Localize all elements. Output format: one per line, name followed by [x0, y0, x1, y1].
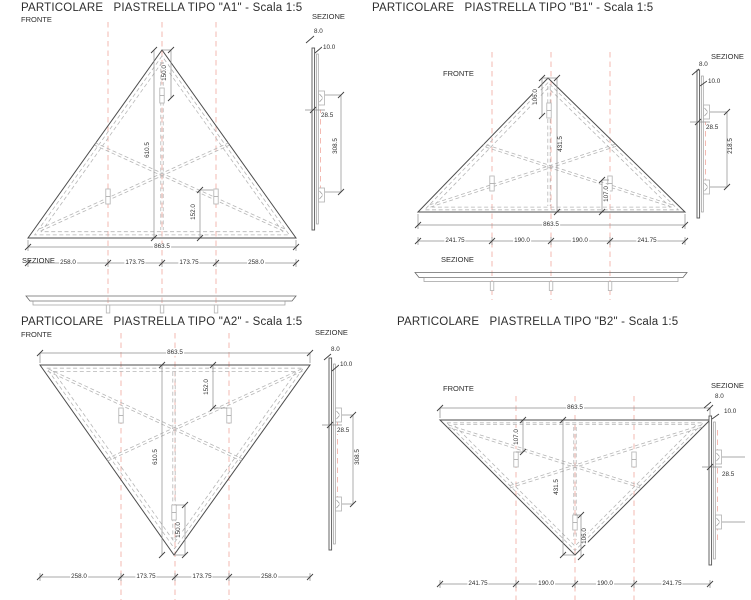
b1-section-label: SEZIONE: [711, 52, 744, 61]
a1-dim-thk-inner: 10.0: [322, 44, 337, 52]
b1-dim-width: 863.5: [542, 220, 560, 229]
a2-dim-clip-span: 308.5: [353, 448, 362, 466]
a2-section-view: [322, 353, 357, 551]
a1-front-label: FRONTE: [21, 15, 52, 24]
b2-dim-height: 431.5: [552, 478, 561, 496]
b2-front-view: [436, 396, 714, 600]
a2-dim-thk-outer: 8.0: [330, 346, 341, 354]
a2-dim-edge: 152.0: [202, 378, 211, 396]
b2-title: PARTICOLARE PIASTRELLA TIPO "B2" - Scala…: [397, 316, 679, 328]
b2-front-label: FRONTE: [443, 384, 474, 393]
b1-dim-thk-inner: 10.0: [707, 78, 722, 86]
a1-section-bottom: [25, 295, 297, 314]
a2-dim-apex: 150.0: [174, 521, 183, 539]
b1-dim-height: 431.5: [556, 135, 565, 153]
b2-dim-clip-offset: 28.5: [721, 471, 736, 479]
b1-dim-clip-span: 218.5: [726, 137, 735, 155]
a1-dim-apex: 150.0: [160, 64, 169, 82]
a1-dim-height: 610.5: [143, 141, 152, 159]
b1-dim-clip-offset: 28.5: [705, 124, 720, 132]
a2-dim-clip-offset: 28.5: [336, 427, 351, 435]
b2-section-label: SEZIONE: [711, 381, 744, 390]
a2-dim-seg3: 173.75: [191, 572, 213, 581]
a1-section-bottom-label: SEZIONE: [22, 256, 55, 265]
b2-dim-seg3: 190.0: [596, 579, 614, 588]
b1-title: PARTICOLARE PIASTRELLA TIPO "B1" - Scala…: [372, 2, 654, 14]
a1-dim-seg4: 258.0: [247, 258, 265, 267]
a1-dim-edge: 152.0: [189, 203, 198, 221]
a1-dim-seg3: 173.75: [178, 258, 200, 267]
a1-dim-clip-offset: 28.5: [320, 112, 335, 120]
b2-dim-seg1: 241.75: [467, 579, 489, 588]
b2-dim-thk-outer: 8.0: [714, 393, 725, 401]
a2-dim-seg1: 258.0: [70, 572, 88, 581]
a2-dim-seg4: 258.0: [260, 572, 278, 581]
a2-dim-thk-inner: 10.0: [339, 361, 354, 369]
b1-front-label: FRONTE: [443, 69, 474, 78]
b1-section-view: [690, 68, 731, 219]
a1-dim-thk-outer: 8.0: [313, 28, 324, 36]
b1-dim-edge: 107.0: [602, 185, 611, 203]
b1-dim-thk-outer: 8.0: [698, 61, 709, 69]
a1-section-label: SEZIONE: [312, 12, 345, 21]
b2-dim-width: 863.5: [566, 403, 584, 412]
a1-dim-seg2: 173.75: [124, 258, 146, 267]
a2-dim-width: 863.5: [166, 348, 184, 357]
a1-dim-clip-span: 308.5: [331, 137, 340, 155]
b2-dim-apex: 106.0: [580, 527, 589, 545]
b1-front-view: [414, 52, 689, 300]
b1-section-bottom: [414, 272, 688, 291]
b1-dim-seg2: 190.0: [513, 236, 531, 245]
b2-section-view: [702, 401, 745, 566]
b2-dim-thk-inner: 10.0: [723, 408, 738, 416]
a2-front-label: FRONTE: [21, 330, 52, 339]
b1-dim-seg4: 241.75: [636, 236, 658, 245]
b2-dim-seg4: 241.75: [661, 579, 683, 588]
b1-dim-apex: 106.0: [531, 88, 540, 106]
b2-dim-edge: 107.0: [512, 428, 521, 446]
a1-dim-width: 863.5: [153, 242, 171, 251]
b1-dim-seg1: 241.75: [444, 236, 466, 245]
a1-section-view: [305, 35, 345, 231]
a2-dim-seg2: 173.75: [135, 572, 157, 581]
a1-dim-seg1: 258.0: [59, 258, 77, 267]
b1-dim-seg3: 190.0: [571, 236, 589, 245]
b2-dim-seg2: 190.0: [537, 579, 555, 588]
a2-dim-height: 610.5: [151, 448, 160, 466]
a2-section-label: SEZIONE: [315, 328, 348, 337]
a1-title: PARTICOLARE PIASTRELLA TIPO "A1" - Scala…: [21, 2, 303, 14]
b1-section-bottom-label: SEZIONE: [441, 255, 474, 264]
a2-title: PARTICOLARE PIASTRELLA TIPO "A2" - Scala…: [21, 316, 303, 328]
